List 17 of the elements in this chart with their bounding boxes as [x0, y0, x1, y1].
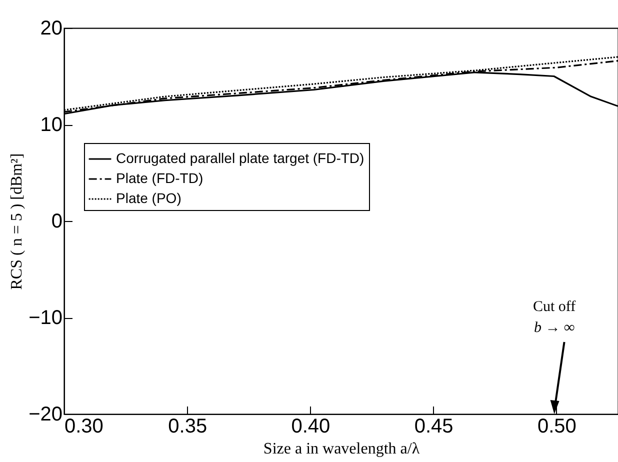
y-tick-label: 20: [40, 18, 62, 40]
y-axis-title: RCS ( n = 5 ) [dBm²]: [8, 153, 26, 290]
y-tick-label: −10: [28, 307, 62, 329]
x-tick-label: 0.30: [64, 416, 104, 438]
y-tick-label: −20: [28, 404, 62, 426]
annotation: b → ∞: [534, 320, 575, 336]
legend-label: Plate (PO): [116, 190, 182, 206]
y-tick-label: 10: [40, 114, 62, 136]
x-tick-label: 0.50: [537, 416, 576, 438]
annotation: Cut off: [532, 298, 576, 315]
x-tick-label: 0.45: [414, 416, 454, 438]
legend-label: Plate (FD-TD): [116, 170, 204, 186]
y-tick-label: 0: [51, 210, 62, 232]
x-axis-title: Size a in wavelength a/λ: [263, 440, 420, 458]
x-tick-label: 0.40: [291, 416, 330, 438]
x-tick-label: 0.35: [168, 416, 208, 438]
legend-label: Corrugated parallel plate target (FD-TD): [116, 150, 364, 166]
